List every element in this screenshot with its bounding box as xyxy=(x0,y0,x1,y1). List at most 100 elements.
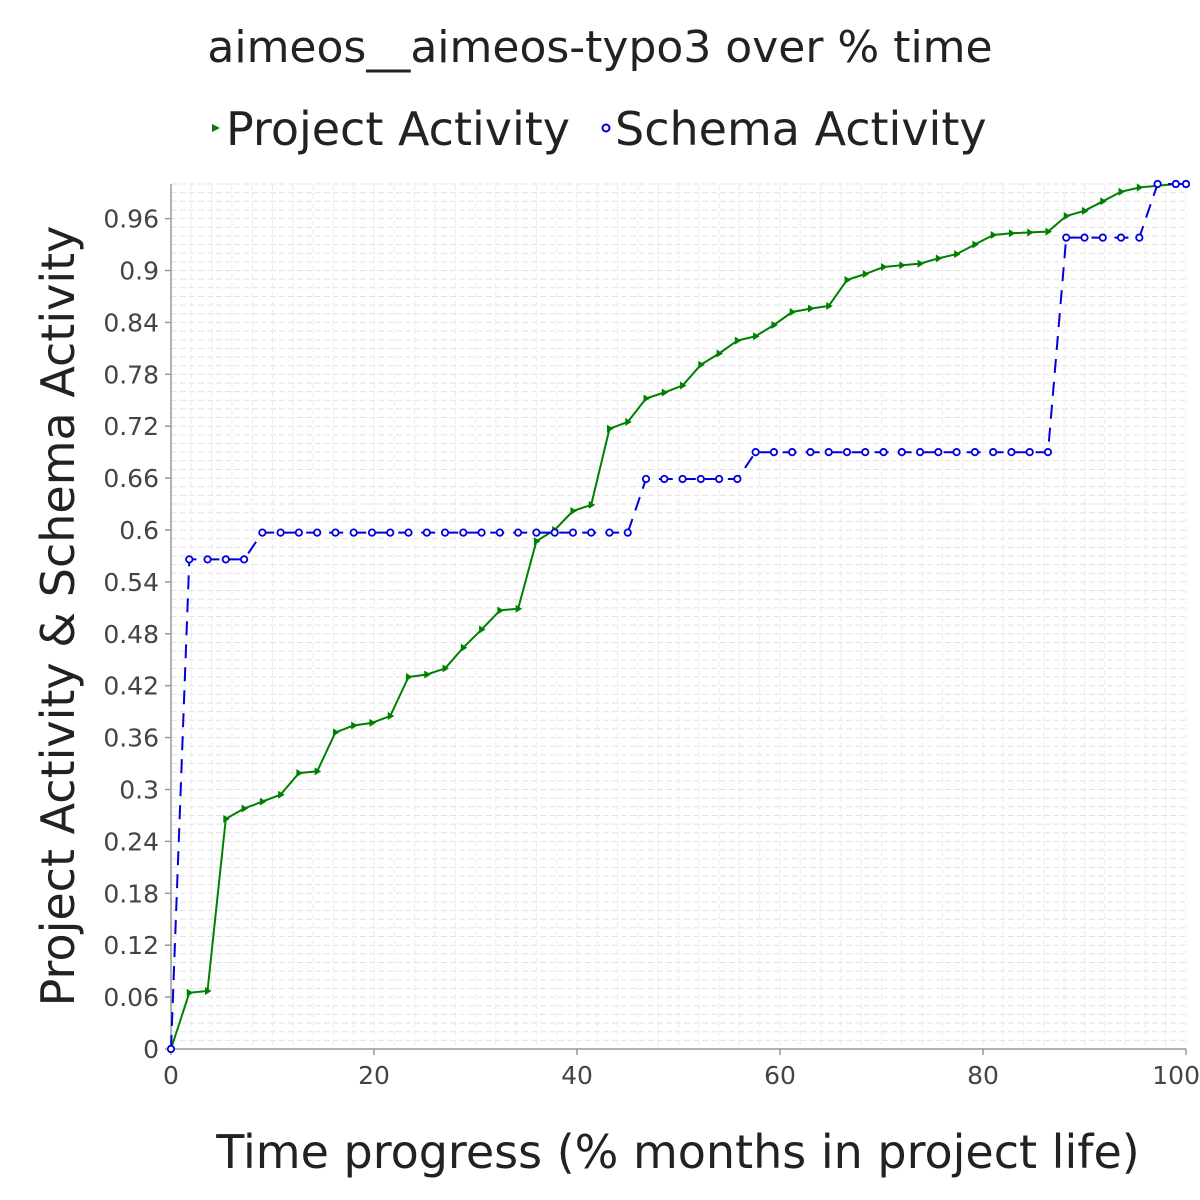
data-point-project-activity xyxy=(1027,228,1034,237)
y-tick-label: 0.12 xyxy=(103,931,159,960)
data-point-project-activity xyxy=(1118,187,1126,196)
data-point-schema-activity xyxy=(879,448,888,457)
data-point-schema-activity xyxy=(1080,233,1089,242)
data-point-schema-activity xyxy=(349,528,358,537)
data-point-schema-activity xyxy=(733,474,742,484)
y-tick-label: 0.6 xyxy=(119,516,159,545)
plot-area: 0 0.06 0.12 0.18 0.24 0.3 0.36 0.42 0.48 0.54 0.6 0… xyxy=(103,179,1200,1090)
data-point-schema-activity xyxy=(660,474,669,484)
data-point-project-activity xyxy=(259,797,267,806)
data-point-schema-activity xyxy=(459,528,468,537)
data-point-project-activity xyxy=(533,537,541,546)
data-point-project-activity xyxy=(570,506,577,515)
data-point-project-activity xyxy=(223,814,230,823)
data-point-project-activity xyxy=(862,269,870,278)
data-point-project-activity xyxy=(332,728,340,737)
data-point-schema-activity xyxy=(1171,179,1180,189)
x-tick-label: 60 xyxy=(764,1061,796,1090)
y-tick-label: 0 xyxy=(143,1035,159,1064)
data-point-project-activity xyxy=(753,332,760,341)
data-point-project-activity xyxy=(479,625,486,634)
data-point-schema-activity xyxy=(842,448,852,457)
data-point-schema-activity xyxy=(568,528,578,537)
data-point-project-activity xyxy=(515,604,523,613)
data-point-project-activity xyxy=(881,263,888,272)
data-point-schema-activity xyxy=(185,555,194,564)
data-point-schema-activity xyxy=(422,528,431,537)
y-tick-label: 0.24 xyxy=(103,827,159,856)
data-point-schema-activity xyxy=(897,448,906,457)
x-tick-label: 0 xyxy=(163,1061,179,1090)
data-point-project-activity xyxy=(935,254,943,263)
data-point-schema-activity xyxy=(952,448,961,457)
data-point-project-activity xyxy=(1045,227,1052,236)
data-point-project-activity xyxy=(698,360,705,369)
data-point-schema-activity xyxy=(166,1044,176,1054)
legend-label-schema-activity: Schema Activity xyxy=(615,102,987,156)
y-tick-label: 0.78 xyxy=(103,360,159,389)
y-tick-label: 0.72 xyxy=(103,412,159,441)
data-point-project-activity xyxy=(497,606,504,615)
data-point-schema-activity xyxy=(1025,448,1034,457)
data-point-project-activity xyxy=(716,349,724,358)
data-point-schema-activity xyxy=(751,448,760,457)
data-point-schema-activity xyxy=(477,528,486,537)
data-point-schema-activity xyxy=(221,555,230,564)
data-point-schema-activity xyxy=(1153,179,1162,189)
data-point-schema-activity xyxy=(313,528,322,537)
data-point-schema-activity xyxy=(404,528,413,537)
data-point-schema-activity xyxy=(623,528,632,537)
data-point-schema-activity xyxy=(386,528,395,537)
data-point-project-activity xyxy=(807,304,815,313)
data-point-schema-activity xyxy=(495,528,504,537)
data-point-project-activity xyxy=(771,320,778,329)
legend-label-project-activity: Project Activity xyxy=(226,102,570,156)
data-point-project-activity xyxy=(661,388,669,397)
y-tick-label: 0.54 xyxy=(103,568,159,597)
data-point-schema-activity xyxy=(915,448,925,457)
data-point-schema-activity xyxy=(788,448,797,457)
data-point-schema-activity xyxy=(367,528,377,537)
data-point-project-activity xyxy=(241,804,249,813)
y-tick-label: 0.48 xyxy=(103,620,159,649)
data-point-project-activity xyxy=(680,381,687,390)
x-tick-label: 40 xyxy=(561,1061,593,1090)
y-tick-label: 0.36 xyxy=(103,724,159,753)
legend-marker-schema-activity xyxy=(601,123,611,133)
data-point-project-activity xyxy=(351,721,358,730)
data-point-project-activity xyxy=(588,500,596,509)
y-tick-label: 0.06 xyxy=(103,983,159,1012)
data-point-project-activity xyxy=(1136,183,1144,192)
data-point-project-activity xyxy=(789,308,797,317)
data-point-schema-activity xyxy=(641,474,651,484)
data-point-project-activity xyxy=(734,336,742,345)
data-point-project-activity xyxy=(625,417,632,426)
data-point-schema-activity xyxy=(514,528,523,537)
data-point-schema-activity xyxy=(276,528,285,537)
data-point-project-activity xyxy=(990,231,998,240)
data-point-schema-activity xyxy=(440,528,450,537)
data-point-schema-activity xyxy=(824,448,833,457)
data-point-schema-activity xyxy=(1135,233,1144,242)
data-point-schema-activity xyxy=(239,555,249,564)
y-tick-label: 0.96 xyxy=(103,205,159,234)
x-tick-label: 100 xyxy=(1152,1061,1200,1090)
data-point-schema-activity xyxy=(989,448,998,457)
data-point-project-activity xyxy=(899,261,906,270)
data-point-project-activity xyxy=(826,301,833,310)
y-tick-label: 0.84 xyxy=(103,308,159,337)
data-point-schema-activity xyxy=(203,555,212,564)
data-point-project-activity xyxy=(442,664,450,673)
legend-marker-project-activity xyxy=(212,124,220,132)
data-point-project-activity xyxy=(606,424,614,433)
y-tick-label: 0.18 xyxy=(103,879,159,908)
y-axis-title: Project Activity & Schema Activity xyxy=(31,226,85,1007)
data-point-project-activity xyxy=(278,790,285,799)
x-tick-label: 80 xyxy=(967,1061,999,1090)
data-point-project-activity xyxy=(1100,197,1107,206)
data-point-schema-activity xyxy=(605,528,614,537)
data-point-project-activity xyxy=(1008,229,1016,238)
data-point-schema-activity xyxy=(1181,179,1191,189)
